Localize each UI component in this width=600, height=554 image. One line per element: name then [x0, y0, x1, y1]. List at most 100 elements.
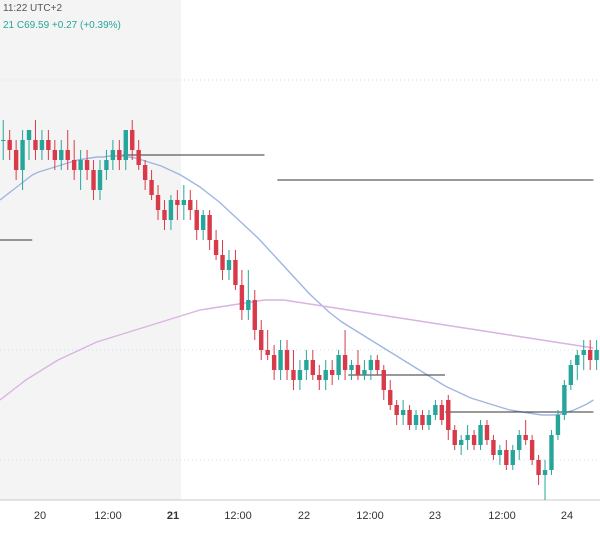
candle-body: [413, 415, 419, 425]
candle: [587, 340, 593, 370]
candle: [155, 185, 161, 220]
candle-body: [33, 140, 38, 150]
candle: [504, 440, 509, 470]
candle-body: [239, 285, 245, 310]
candle-body: [233, 260, 238, 285]
candle: [117, 140, 122, 170]
candle-body: [529, 440, 535, 460]
x-tick-label: 12:00: [224, 510, 252, 522]
candle: [465, 425, 470, 450]
candle: [362, 360, 367, 380]
candle: [452, 425, 457, 450]
candle: [33, 120, 38, 160]
x-tick-label: 22: [298, 510, 310, 522]
candle-body: [65, 150, 70, 160]
candle-body: [297, 370, 303, 380]
candle: [97, 160, 103, 200]
candle: [91, 160, 96, 200]
candle-body: [355, 365, 361, 375]
candle-body: [181, 200, 187, 205]
candle: [39, 130, 45, 160]
candle-body: [323, 370, 328, 380]
candle-body: [136, 150, 141, 165]
candle-body: [465, 435, 470, 440]
candle: [575, 350, 580, 380]
candle: [323, 360, 328, 390]
candle: [568, 360, 574, 390]
x-tick-label: 24: [561, 510, 573, 522]
candle-body: [394, 405, 399, 415]
candle: [59, 140, 64, 170]
candle: [278, 340, 283, 380]
candle-body: [381, 370, 386, 390]
candle-body: [259, 330, 264, 350]
candle-body: [362, 370, 367, 375]
candle-body: [568, 365, 574, 385]
candle: [426, 410, 432, 430]
candle-body: [497, 450, 503, 455]
candle: [471, 430, 477, 450]
candle-body: [175, 200, 180, 205]
candle: [175, 190, 180, 220]
candle: [446, 395, 451, 440]
candle-body: [310, 360, 316, 375]
x-tick-label: 23: [429, 510, 441, 522]
candle-body: [162, 210, 167, 220]
candle-body: [484, 425, 490, 440]
candle: [291, 350, 296, 390]
x-tick-label: 12:00: [94, 510, 122, 522]
candle: [581, 340, 586, 370]
candle-body: [317, 375, 322, 380]
candle-body: [155, 195, 161, 210]
candle-body: [549, 435, 554, 470]
moving-average-fast: [0, 155, 594, 416]
candle: [523, 420, 528, 445]
candle: [536, 455, 541, 485]
candle: [297, 360, 303, 390]
moving-average-slow: [0, 299, 594, 401]
candle: [484, 420, 490, 445]
candle-body: [375, 360, 380, 370]
candle: [368, 355, 374, 380]
x-tick-label: 12:00: [356, 510, 384, 522]
candle: [26, 130, 32, 160]
candle: [46, 130, 51, 160]
candle: [84, 150, 90, 180]
candle-body: [252, 300, 257, 330]
candle: [284, 340, 290, 380]
candle: [420, 410, 425, 430]
candle: [529, 435, 535, 465]
candle: [555, 410, 561, 440]
candle: [317, 365, 322, 390]
candle-body: [452, 430, 457, 445]
candle-body: [84, 160, 90, 170]
candle-body: [510, 450, 515, 465]
candle: [194, 200, 199, 240]
candle: [349, 360, 354, 380]
candle-body: [194, 210, 199, 230]
candle-body: [207, 215, 212, 240]
candle-body: [342, 355, 348, 370]
candle-body: [13, 150, 19, 170]
candle: [130, 120, 135, 160]
x-tick-label: 20: [34, 510, 46, 522]
candle-body: [7, 140, 12, 150]
candle-body: [20, 140, 25, 170]
candle: [168, 195, 174, 230]
x-tick-label: 12:00: [488, 510, 516, 522]
candle-body: [562, 385, 567, 415]
candle-body: [304, 360, 309, 370]
candle: [1, 120, 6, 160]
candle: [517, 430, 522, 460]
candle-body: [78, 160, 83, 170]
candle: [265, 330, 270, 360]
candle: [162, 200, 167, 230]
candle: [407, 405, 412, 430]
candle-body: [517, 435, 522, 450]
candle-body: [46, 140, 51, 150]
candle: [491, 435, 496, 460]
candle: [413, 410, 419, 430]
candle-body: [168, 200, 174, 220]
